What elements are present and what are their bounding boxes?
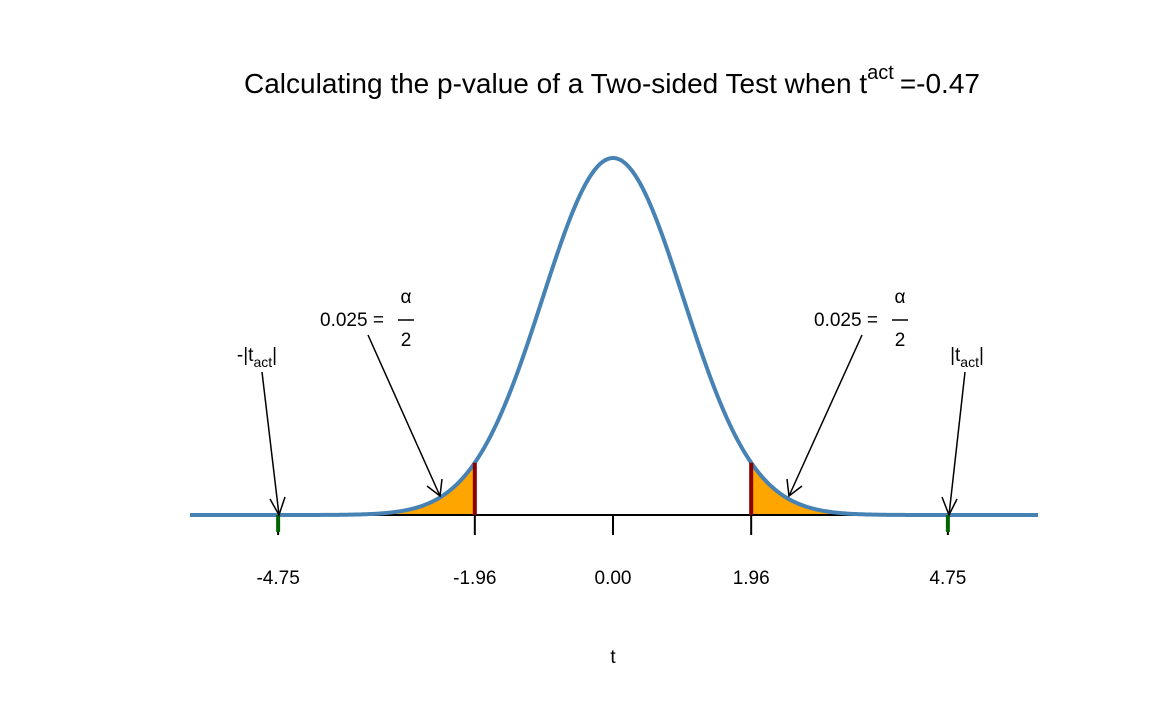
right-alpha-annotation: 0.025 = α 2 [786, 287, 908, 498]
left-tact-annotation: -|tact| [237, 345, 286, 517]
left-tact-arrow [261, 371, 280, 516]
normal-density-curve [190, 156, 1038, 517]
x-tick-label: 1.96 [733, 568, 770, 589]
left-alpha-arrow [367, 334, 441, 497]
chart-title-main: Calculating the p-value of a Two-sided T… [244, 68, 867, 99]
x-tick-label: -1.96 [453, 568, 496, 589]
right-tact-prefix: |t [950, 345, 961, 366]
left-tact-subscript: act [253, 354, 272, 370]
left-alpha-numerator: α [401, 287, 412, 308]
left-tact-prefix: -|t [237, 345, 254, 366]
x-axis-label: t [610, 647, 616, 668]
left-alpha-arrowhead [426, 478, 443, 498]
left-alpha-annotation: 0.025 = α 2 [320, 287, 443, 498]
right-tact-arrow [948, 371, 966, 516]
right-tact-suffix: | [979, 345, 984, 366]
right-alpha-value: 0.025 = [814, 310, 878, 331]
left-tact-suffix: | [272, 345, 277, 366]
x-axis-ticks: -4.75 -1.96 0.00 1.96 4.75 [256, 515, 966, 589]
left-tact-arrowhead [269, 496, 286, 517]
test-statistic-markers [276, 515, 950, 532]
left-tact-label: -|tact| [237, 345, 277, 370]
right-tact-arrowhead [941, 496, 958, 517]
left-alpha-denominator: 2 [401, 330, 412, 351]
right-alpha-numerator: α [895, 287, 906, 308]
critical-value-lines [472, 462, 754, 515]
right-tact-annotation: |tact| [941, 345, 984, 517]
x-tick-label: 4.75 [929, 568, 966, 589]
right-alpha-denominator: 2 [895, 330, 906, 351]
x-tick-label: 0.00 [595, 568, 632, 589]
left-alpha-value: 0.025 = [320, 310, 384, 331]
x-tick-label: -4.75 [256, 568, 299, 589]
chart-title: Calculating the p-value of a Two-sided T… [244, 62, 980, 99]
right-tact-subscript: act [960, 354, 979, 370]
right-tact-label: |tact| [950, 345, 984, 370]
chart-title-suffix: =-0.47 [900, 68, 980, 99]
chart-title-superscript: act [867, 62, 894, 84]
right-alpha-arrowhead [786, 478, 803, 498]
right-alpha-arrow [788, 334, 863, 497]
